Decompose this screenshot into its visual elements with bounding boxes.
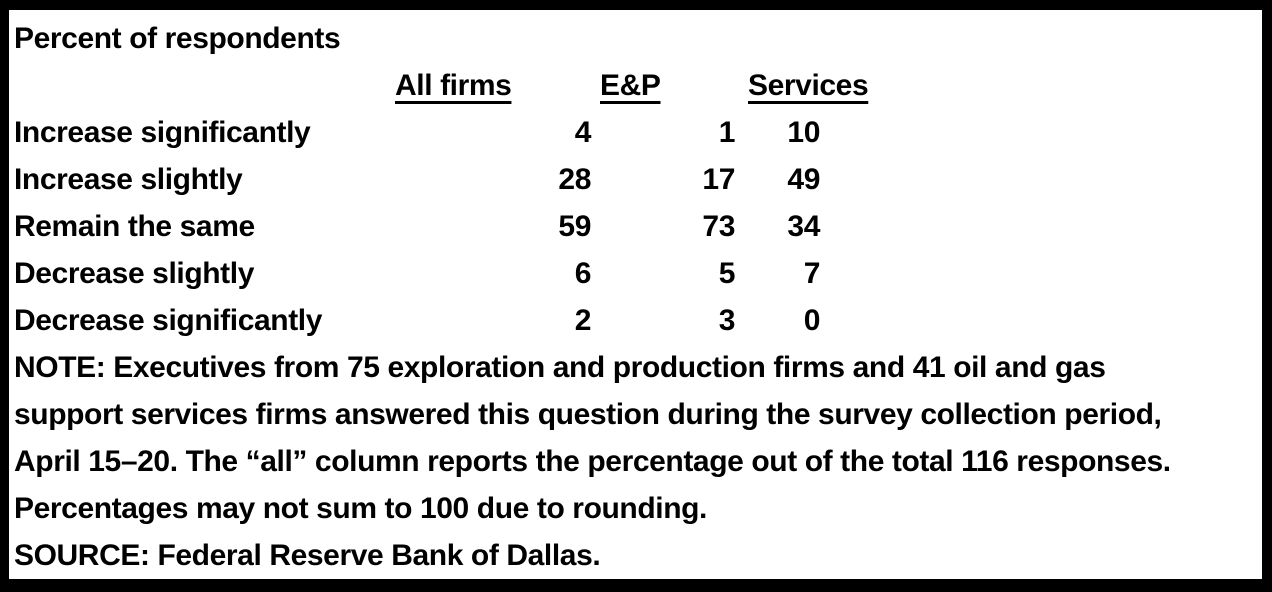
value-ep: 73	[702, 210, 735, 243]
column-header-services: Services	[748, 69, 869, 102]
row-label: Decrease significantly	[14, 304, 323, 337]
row-label: Decrease slightly	[14, 257, 254, 290]
table-content: Percent of respondents All firms E&P Ser…	[9, 10, 1262, 579]
value-ep: 1	[718, 116, 736, 149]
value-ep: 3	[718, 304, 736, 337]
value-services: 10	[787, 116, 820, 149]
header-row: All firms E&P Services	[14, 62, 1262, 109]
note-line: Percentages may not sum to 100 due to ro…	[14, 492, 707, 525]
note-line: support services firms answered this que…	[14, 398, 1162, 431]
table-row: Decrease significantly 2 3 0	[14, 297, 1262, 344]
value-ep: 5	[718, 257, 736, 290]
table-row: Decrease slightly 6 5 7	[14, 250, 1262, 297]
column-header-all-firms: All firms	[395, 69, 512, 102]
value-all-firms: 2	[574, 304, 592, 337]
value-services: 0	[803, 304, 821, 337]
table-title: Percent of respondents	[14, 22, 341, 55]
header-spacer	[14, 62, 395, 109]
table-row: Increase slightly 28 17 49	[14, 156, 1262, 203]
value-all-firms: 28	[558, 163, 591, 196]
value-all-firms: 6	[574, 257, 592, 290]
row-label: Increase significantly	[14, 116, 311, 149]
value-all-firms: 4	[574, 116, 592, 149]
value-services: 34	[787, 210, 820, 243]
row-label: Remain the same	[14, 210, 255, 243]
table-row: Increase significantly 4 1 10	[14, 109, 1262, 156]
value-services: 49	[787, 163, 820, 196]
value-ep: 17	[702, 163, 735, 196]
note-line: April 15–20. The “all” column reports th…	[14, 445, 1171, 478]
value-services: 7	[803, 257, 821, 290]
table-row: Remain the same 59 73 34	[14, 203, 1262, 250]
value-all-firms: 59	[558, 210, 591, 243]
column-header-ep: E&P	[600, 69, 661, 102]
note-line: NOTE: Executives from 75 exploration and…	[14, 351, 1106, 384]
source-line: SOURCE: Federal Reserve Bank of Dallas.	[14, 539, 601, 572]
row-label: Increase slightly	[14, 163, 243, 196]
